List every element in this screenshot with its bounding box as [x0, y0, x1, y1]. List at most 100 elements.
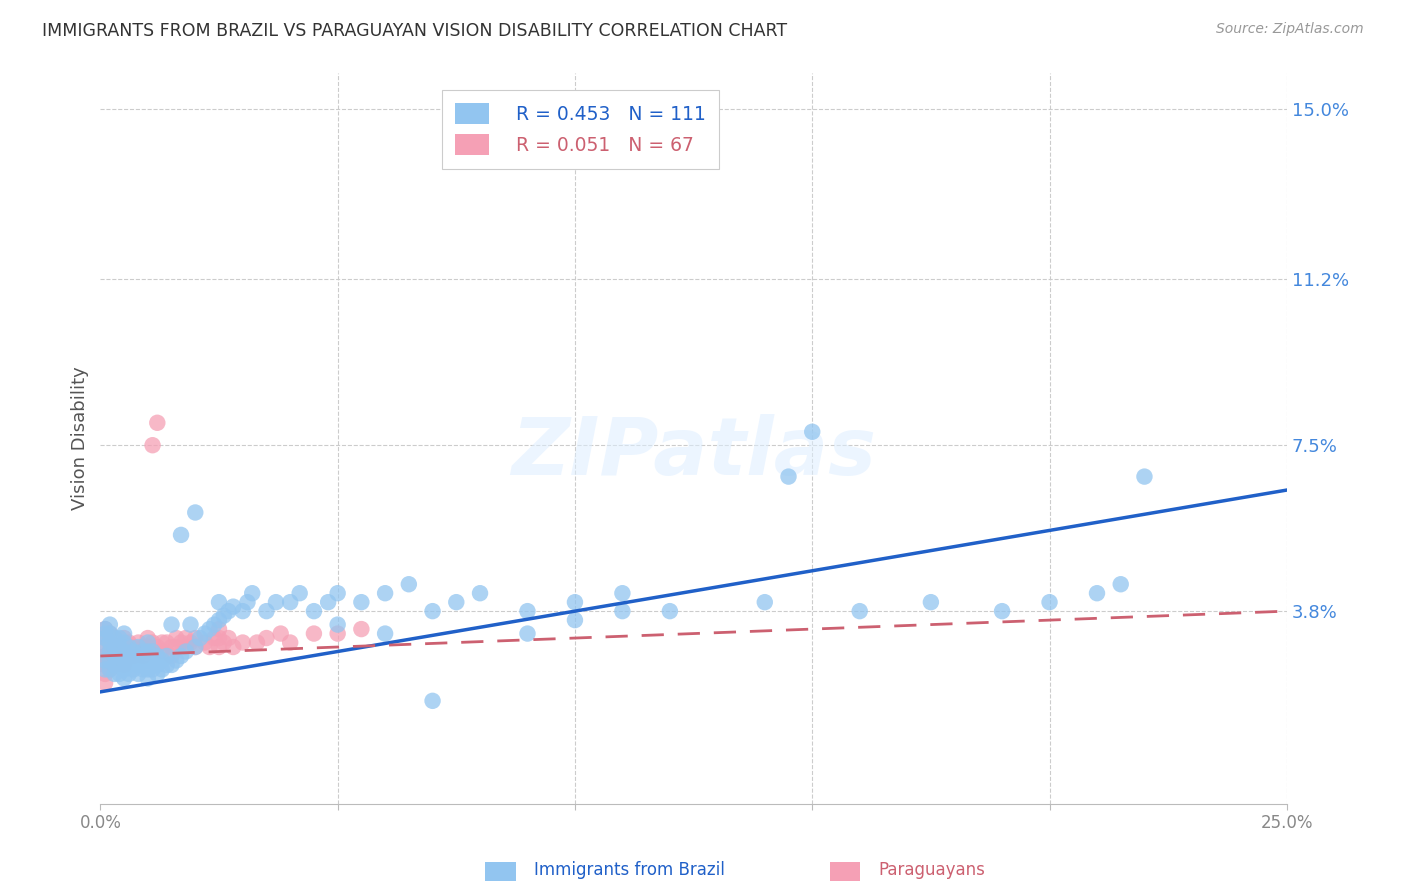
Point [174, 631, 197, 645]
Point [212, 608, 235, 623]
Point [156, 635, 179, 649]
Point [516, 604, 538, 618]
Point [98, 617, 121, 632]
Point [94, 667, 117, 681]
Point [848, 604, 870, 618]
Point [122, 640, 145, 654]
Point [658, 604, 681, 618]
Point [612, 604, 634, 618]
Point [98, 626, 121, 640]
Point [174, 644, 197, 658]
Point [94, 662, 117, 676]
Point [108, 635, 131, 649]
Point [136, 631, 159, 645]
Point [146, 640, 169, 654]
Point [288, 586, 311, 600]
Point [98, 635, 121, 649]
Point [127, 644, 149, 658]
Point [222, 599, 245, 614]
Point [422, 604, 444, 618]
Point [198, 640, 221, 654]
Point [160, 617, 183, 632]
Point [1038, 595, 1060, 609]
Point [127, 657, 149, 672]
Point [202, 631, 225, 645]
Point [612, 586, 634, 600]
Point [165, 653, 187, 667]
Text: Source: ZipAtlas.com: Source: ZipAtlas.com [1216, 22, 1364, 37]
Point [103, 667, 125, 681]
Point [98, 644, 121, 658]
Point [184, 631, 207, 645]
Point [160, 657, 183, 672]
Point [246, 635, 269, 649]
Point [150, 635, 173, 649]
Point [103, 657, 125, 672]
Point [132, 662, 155, 676]
Point [94, 653, 117, 667]
Point [165, 631, 187, 645]
Point [208, 595, 231, 609]
Point [184, 640, 207, 654]
Point [94, 622, 117, 636]
Point [160, 648, 183, 663]
Point [108, 648, 131, 663]
Point [118, 644, 141, 658]
Point [127, 648, 149, 663]
Point [127, 635, 149, 649]
Point [446, 595, 468, 609]
Point [136, 672, 159, 686]
Point [180, 617, 202, 632]
Point [256, 604, 278, 618]
Point [132, 648, 155, 663]
Point [94, 631, 117, 645]
Text: Immigrants from Brazil: Immigrants from Brazil [534, 861, 725, 879]
Point [98, 662, 121, 676]
Point [112, 672, 135, 686]
Point [146, 667, 169, 681]
Text: Paraguayans: Paraguayans [879, 861, 986, 879]
Point [98, 644, 121, 658]
Point [350, 595, 373, 609]
Point [150, 662, 173, 676]
Point [142, 653, 165, 667]
Point [302, 626, 325, 640]
Point [94, 631, 117, 645]
Point [222, 640, 245, 654]
Point [374, 626, 396, 640]
Point [278, 595, 301, 609]
Point [142, 635, 165, 649]
Point [232, 604, 254, 618]
Point [170, 528, 193, 542]
Point [1133, 469, 1156, 483]
Point [236, 595, 259, 609]
Point [127, 640, 149, 654]
Text: IMMIGRANTS FROM BRAZIL VS PARAGUAYAN VISION DISABILITY CORRELATION CHART: IMMIGRANTS FROM BRAZIL VS PARAGUAYAN VIS… [42, 22, 787, 40]
Point [801, 425, 824, 439]
Point [136, 644, 159, 658]
Point [316, 595, 339, 609]
Point [170, 648, 193, 663]
Point [98, 653, 121, 667]
Point [256, 631, 278, 645]
Point [142, 662, 165, 676]
Point [122, 662, 145, 676]
Point [132, 644, 155, 658]
Point [142, 438, 165, 452]
Point [132, 640, 155, 654]
Point [108, 644, 131, 658]
Point [208, 631, 231, 645]
Point [108, 657, 131, 672]
Point [278, 635, 301, 649]
Point [170, 635, 193, 649]
Point [112, 648, 135, 663]
Point [778, 469, 800, 483]
Point [94, 676, 117, 690]
Point [174, 640, 197, 654]
Point [188, 631, 211, 645]
Point [232, 635, 254, 649]
Point [398, 577, 420, 591]
Point [165, 640, 187, 654]
Point [422, 694, 444, 708]
Point [94, 626, 117, 640]
